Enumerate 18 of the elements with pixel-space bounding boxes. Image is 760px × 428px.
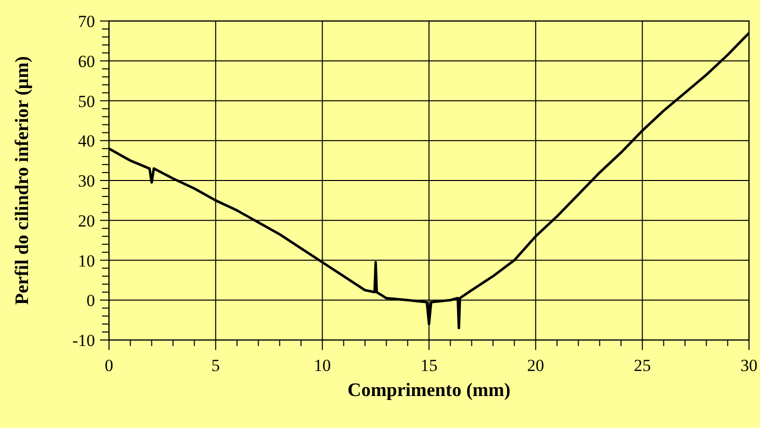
x-tick-label: 30	[740, 356, 758, 375]
x-tick-label: 20	[527, 356, 544, 375]
x-axis-title: Comprimento (mm)	[347, 380, 511, 401]
y-tick-label: 40	[78, 132, 95, 151]
x-tick-label: 25	[634, 356, 651, 375]
x-tick-label: 15	[420, 356, 438, 375]
y-tick-label: 30	[78, 172, 95, 190]
x-tick-label: 0	[104, 356, 114, 375]
x-tick-label: 10	[314, 356, 331, 375]
y-tick-label: 50	[78, 92, 95, 111]
x-tick-label: 5	[211, 356, 220, 375]
y-tick-label: 20	[78, 211, 95, 230]
y-tick-label: 10	[78, 251, 95, 270]
y-tick-label: -10	[72, 331, 95, 350]
y-tick-label: 0	[86, 291, 95, 310]
y-tick-label: 60	[78, 52, 95, 71]
y-tick-label: 70	[78, 12, 95, 31]
y-axis-title: Perfil do cilindro inferior (µm)	[12, 56, 33, 305]
